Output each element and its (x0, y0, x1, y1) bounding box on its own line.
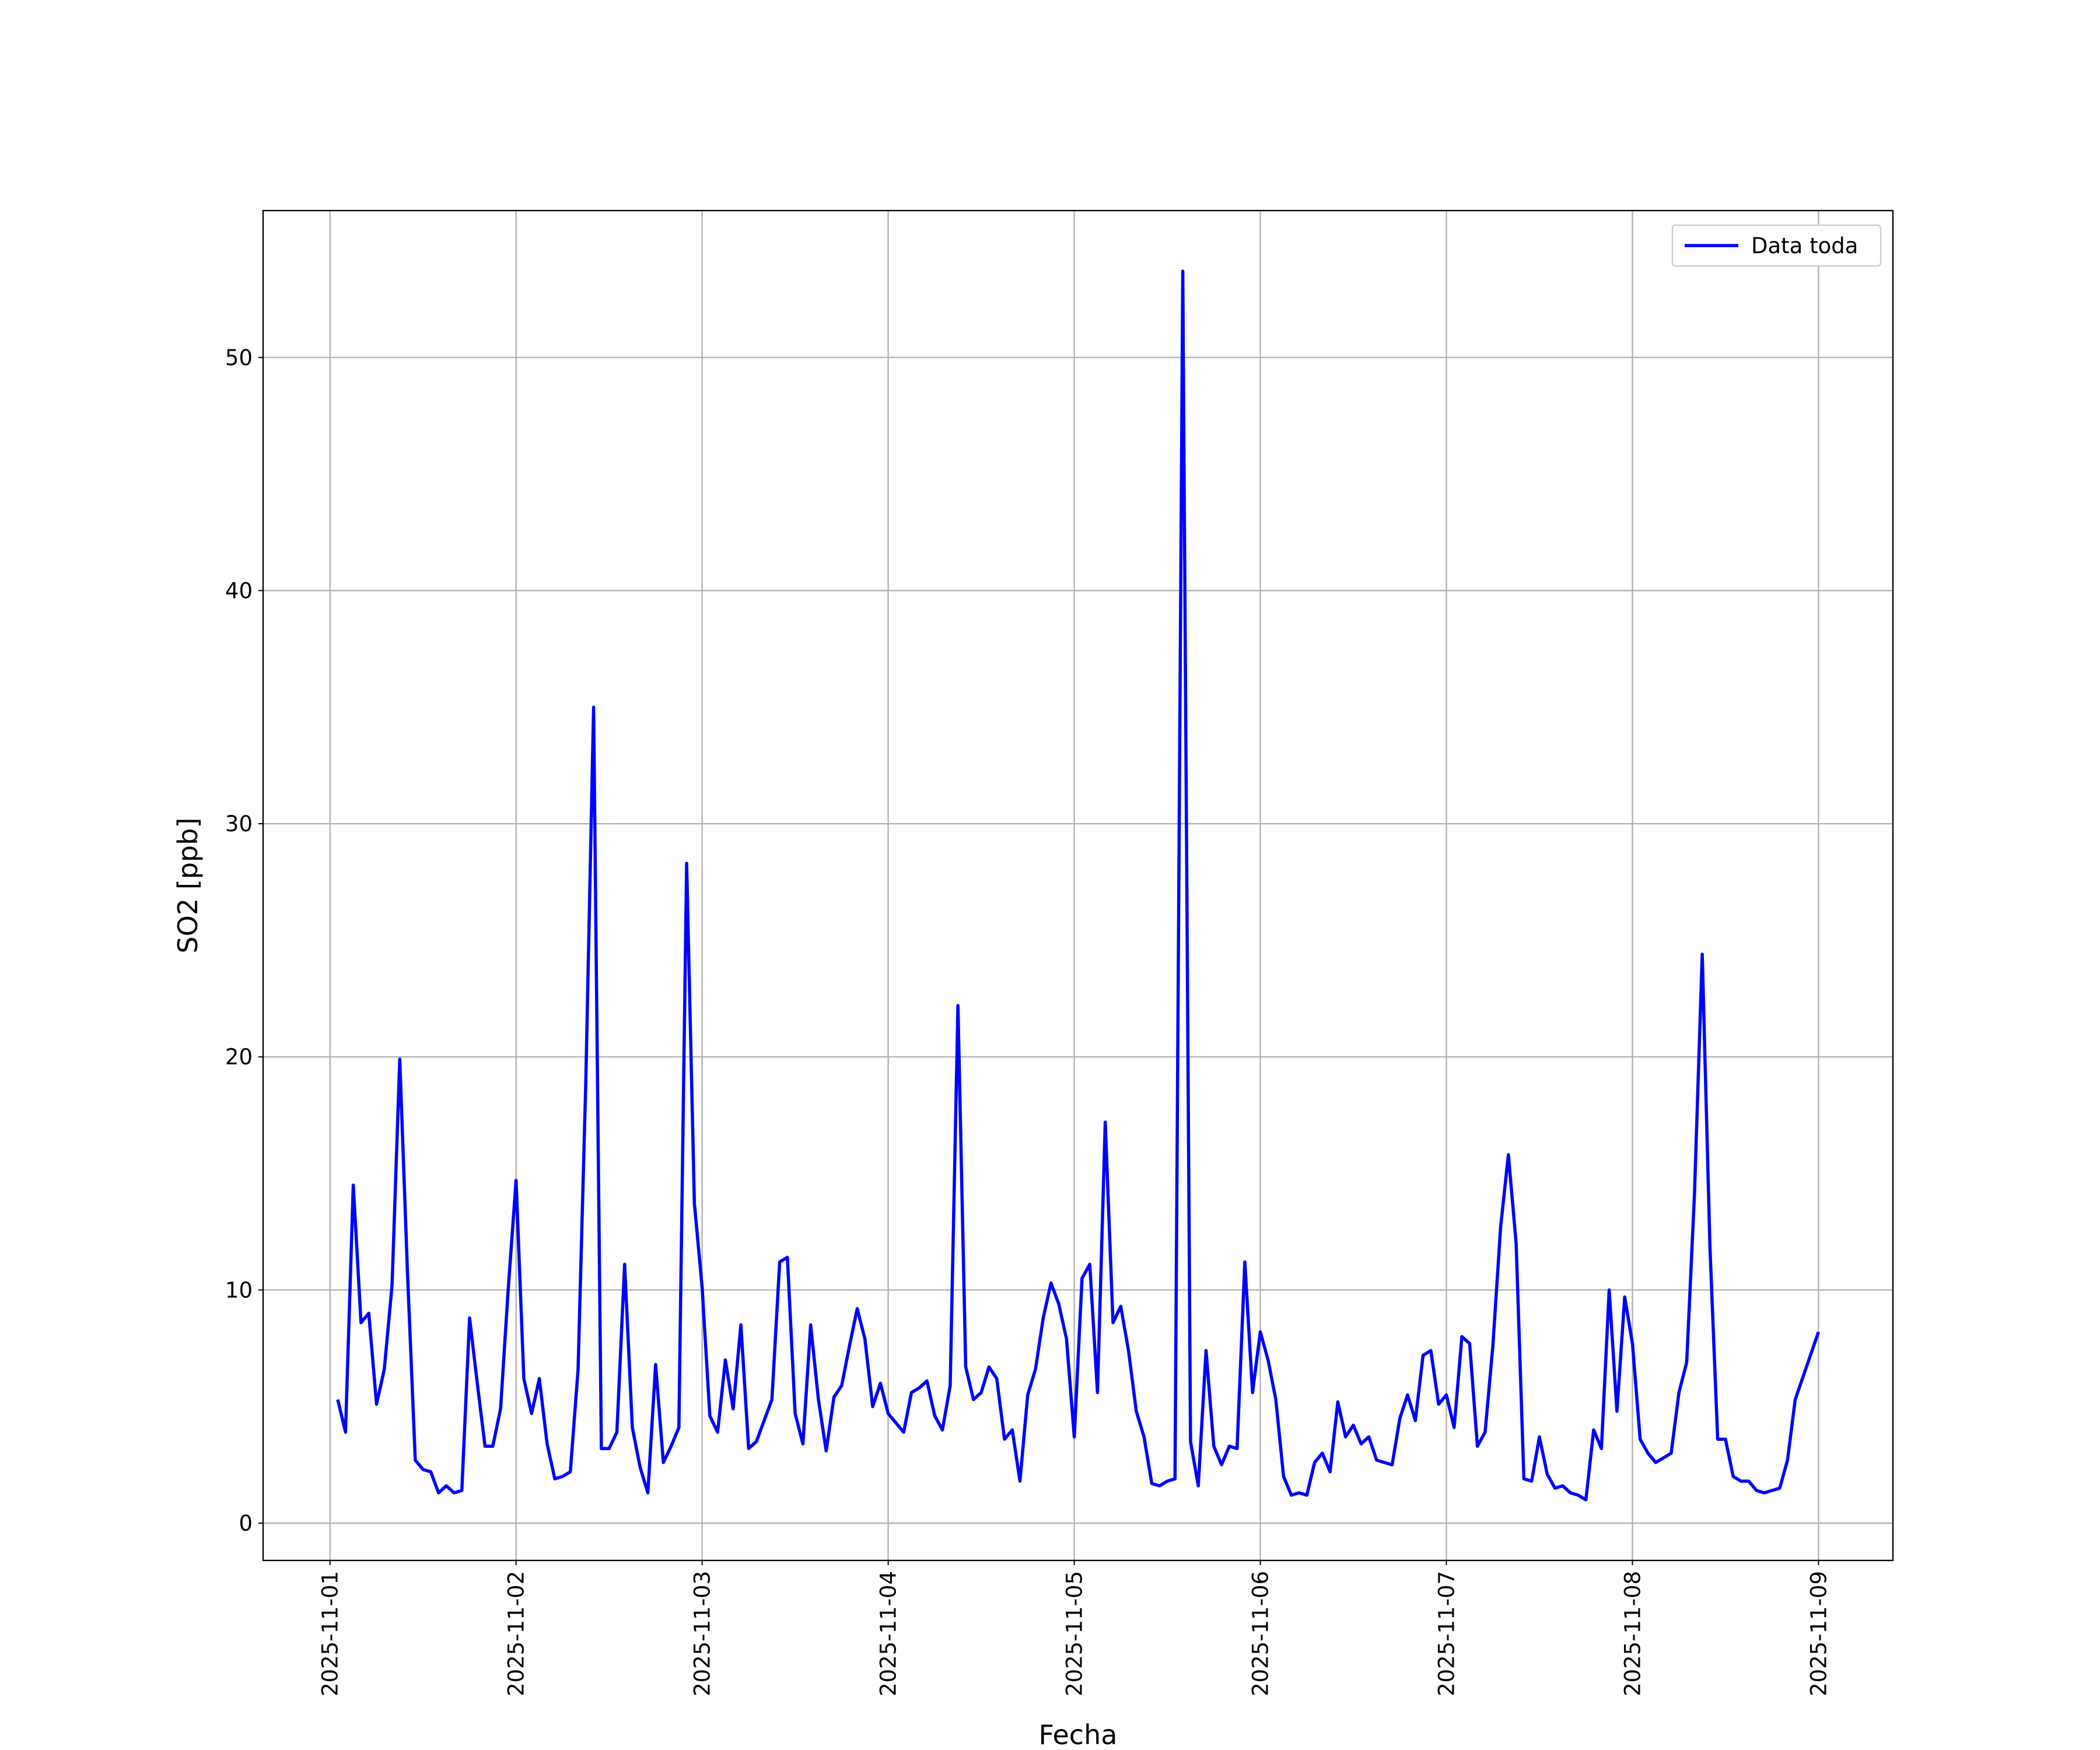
legend: Data toda (1671, 224, 1882, 267)
x-tick-label: 2025-11-03 (690, 1571, 715, 1696)
x-tick-label: 2025-11-06 (1248, 1571, 1273, 1696)
y-tick-label: 40 (225, 578, 253, 603)
x-tick-label: 2025-11-01 (318, 1571, 343, 1696)
legend-label: Data toda (1751, 233, 1858, 258)
x-tick-label: 2025-11-04 (876, 1571, 901, 1696)
x-tick-label: 2025-11-08 (1620, 1571, 1645, 1696)
data-line (336, 270, 1821, 1502)
y-tick-label: 20 (225, 1045, 253, 1070)
legend-box (1671, 224, 1882, 267)
x-tick-label: 2025-11-02 (504, 1571, 529, 1696)
y-tick-label: 30 (225, 811, 253, 836)
y-tick-label: 10 (225, 1278, 253, 1303)
x-tick-label: 2025-11-09 (1806, 1571, 1831, 1696)
plot-frame (262, 209, 1894, 1562)
x-tick-label: 2025-11-07 (1434, 1571, 1459, 1696)
x-axis-label: Fecha (1039, 1719, 1118, 1750)
x-tick-label: 2025-11-05 (1062, 1571, 1087, 1696)
y-axis-label: SO2 [ppb] (172, 818, 204, 954)
y-tick-label: 50 (225, 345, 253, 370)
y-tick-label: 0 (239, 1511, 253, 1536)
